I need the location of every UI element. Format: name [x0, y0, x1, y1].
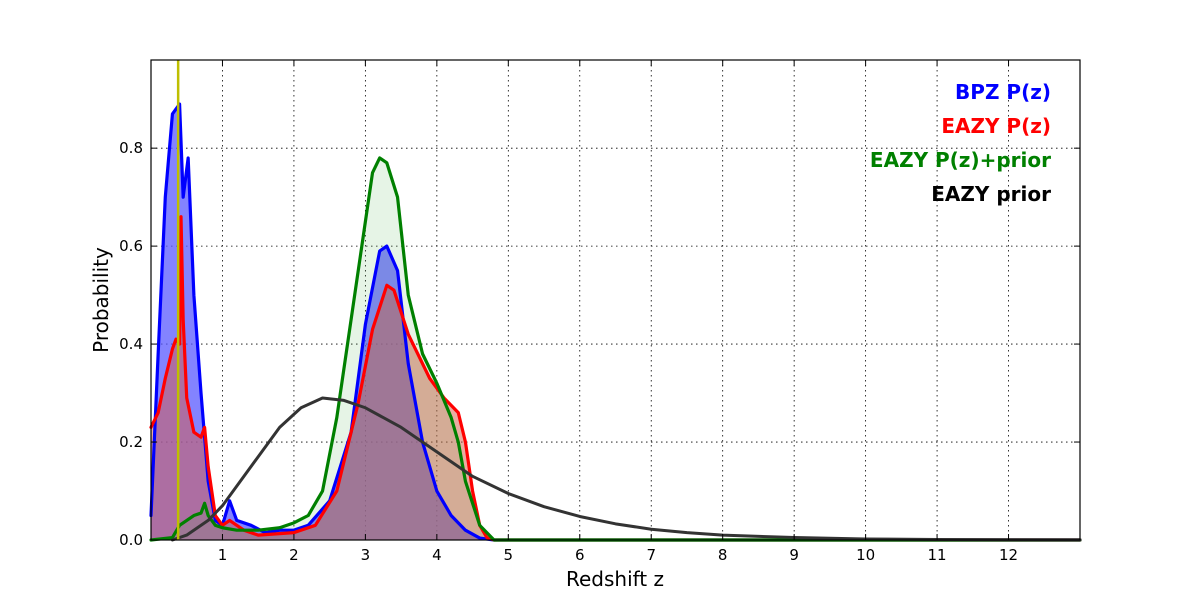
axis-ticks: 1 2 3 4 5 6 7 8 9 10 11 120.00.20.40.60.8 — [119, 60, 1080, 564]
plot-frame — [150, 59, 1081, 541]
x-tick-label: 5 — [504, 546, 514, 564]
legend-entry-eazy-prior: EAZY prior — [931, 182, 1051, 206]
x-tick-label: 11 — [928, 546, 947, 564]
y-tick-label: 0.4 — [119, 335, 143, 353]
legend-entry-bpz-p-z: BPZ P(z) — [955, 80, 1051, 104]
series-line-eazy-prior — [170, 396, 1082, 542]
x-tick-label: 7 — [646, 546, 656, 564]
y-tick-label: 0.0 — [119, 531, 143, 549]
x-tick-label: 6 — [575, 546, 585, 564]
series-fill-eazy-p-z-prior — [151, 157, 1080, 540]
x-tick-label: 3 — [361, 546, 371, 564]
series-layer — [149, 102, 1082, 542]
y-tick-label: 0.6 — [119, 237, 143, 255]
x-tick-label: 10 — [856, 546, 875, 564]
legend: BPZ P(z) EAZY P(z) EAZY P(z)+prior EAZY pri… — [870, 80, 1051, 206]
x-tick-label: 12 — [999, 546, 1018, 564]
plot-background — [151, 60, 1080, 540]
x-tick-label: 4 — [432, 546, 442, 564]
series-line-eazy-p-z — [149, 215, 1082, 542]
series-line-bpz-p-z — [149, 102, 1082, 542]
x-tick-label: 2 — [289, 546, 299, 564]
legend-entry-eazy-p-z: EAZY P(z) — [941, 114, 1051, 138]
y-tick-label: 0.2 — [119, 433, 143, 451]
x-tick-label: 8 — [718, 546, 728, 564]
y-tick-label: 0.8 — [119, 139, 143, 157]
x-tick-label: 1 — [218, 546, 228, 564]
x-axis-title: Redshift z — [566, 567, 664, 591]
legend-entry-eazy-p-z-prior: EAZY P(z)+prior — [870, 148, 1051, 172]
y-axis-title: Probability — [89, 247, 113, 353]
series-line-eazy-p-z-prior — [149, 156, 1082, 542]
grid-lines — [151, 60, 1080, 540]
x-tick-label: 9 — [789, 546, 799, 564]
